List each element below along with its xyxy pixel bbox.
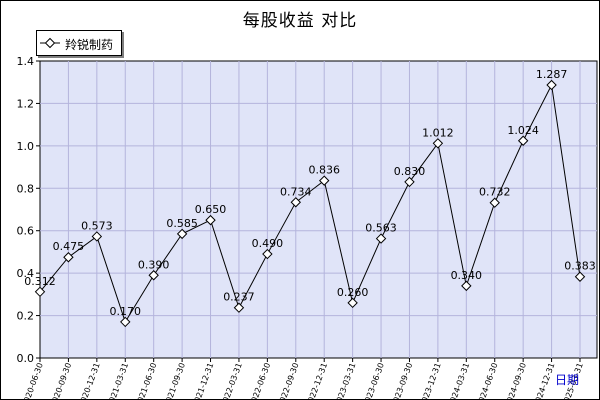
data-label: 0.490 (252, 237, 284, 250)
data-point (262, 248, 273, 260)
data-label: 0.563 (365, 222, 397, 235)
y-tick-label: 0.4 (17, 267, 35, 280)
x-tick-label: 2022-12-31 (305, 362, 329, 400)
y-tick-label: 1.2 (17, 97, 35, 110)
x-tick-label: 2024-06-30 (475, 362, 499, 400)
x-tick-label: 2020-06-30 (21, 362, 45, 400)
data-point (574, 271, 586, 282)
data-point (63, 252, 74, 263)
x-tick-label: 2020-09-30 (49, 362, 73, 400)
data-label: 0.260 (337, 286, 369, 299)
data-point (319, 175, 330, 186)
data-point (91, 231, 103, 242)
data-point (205, 214, 216, 226)
x-tick-label: 2022-06-30 (248, 362, 272, 400)
x-tick-label: 2023-06-30 (362, 362, 386, 400)
data-label: 0.830 (394, 165, 426, 178)
data-point (148, 270, 159, 281)
data-point (461, 280, 472, 292)
data-point (290, 197, 301, 208)
y-tick-label: 0.2 (17, 310, 35, 323)
data-point (34, 286, 46, 298)
data-label: 0.836 (308, 164, 340, 177)
data-label: 0.383 (564, 260, 596, 273)
data-label: 0.732 (479, 186, 511, 199)
data-label: 0.734 (280, 185, 312, 198)
data-label: 0.585 (166, 217, 198, 230)
data-point (233, 302, 245, 313)
y-tick-label: 1.0 (17, 140, 35, 153)
plot-area (39, 60, 598, 359)
data-point (517, 135, 529, 146)
data-label: 1.012 (422, 126, 454, 139)
chart-title: 每股收益 对比 (242, 11, 358, 31)
x-tick-label: 2022-03-31 (219, 362, 243, 400)
data-point (176, 228, 188, 240)
x-tick-label: 2021-03-31 (106, 362, 130, 400)
data-label: 0.475 (53, 240, 85, 253)
data-point (120, 316, 131, 328)
legend-marker-icon (40, 37, 60, 49)
data-label: 0.390 (138, 258, 170, 271)
data-label: 1.287 (536, 68, 568, 81)
x-axis-title: 日期 (555, 373, 579, 387)
x-tick-label: 2021-09-30 (163, 362, 187, 400)
y-tick-label: 0.0 (17, 352, 35, 365)
data-point (546, 79, 557, 91)
x-tick-label: 2021-12-31 (191, 362, 215, 400)
y-tick-label: 0.6 (17, 225, 35, 238)
x-tick-label: 2024-09-30 (504, 362, 528, 400)
data-label: 0.312 (24, 275, 56, 288)
x-tick-label: 2023-09-30 (390, 362, 414, 400)
data-point (375, 233, 387, 244)
data-point (432, 138, 444, 149)
y-tick-label: 1.4 (17, 55, 35, 68)
data-point (347, 297, 358, 309)
data-label: 0.340 (451, 269, 483, 282)
x-tick-label: 2024-12-31 (532, 362, 556, 400)
data-label: 0.237 (223, 291, 255, 304)
data-label: 0.650 (195, 203, 227, 216)
y-tick-label: 0.8 (17, 182, 35, 195)
data-point (489, 197, 500, 208)
x-tick-label: 2021-06-30 (134, 362, 158, 400)
data-point (404, 176, 415, 188)
x-tick-label: 2023-12-31 (418, 362, 442, 400)
data-label: 0.573 (81, 219, 113, 232)
series-line (39, 83, 581, 324)
legend: 羚锐制药 (36, 30, 122, 56)
x-tick-label: 2022-09-30 (276, 362, 300, 400)
x-tick-label: 2023-03-31 (333, 362, 357, 400)
legend-label: 羚锐制药 (65, 38, 114, 52)
data-label: 1.024 (507, 124, 539, 137)
x-tick-label: 2020-12-31 (77, 362, 101, 400)
data-label: 0.170 (110, 305, 142, 318)
x-tick-label: 2024-03-31 (447, 362, 471, 400)
